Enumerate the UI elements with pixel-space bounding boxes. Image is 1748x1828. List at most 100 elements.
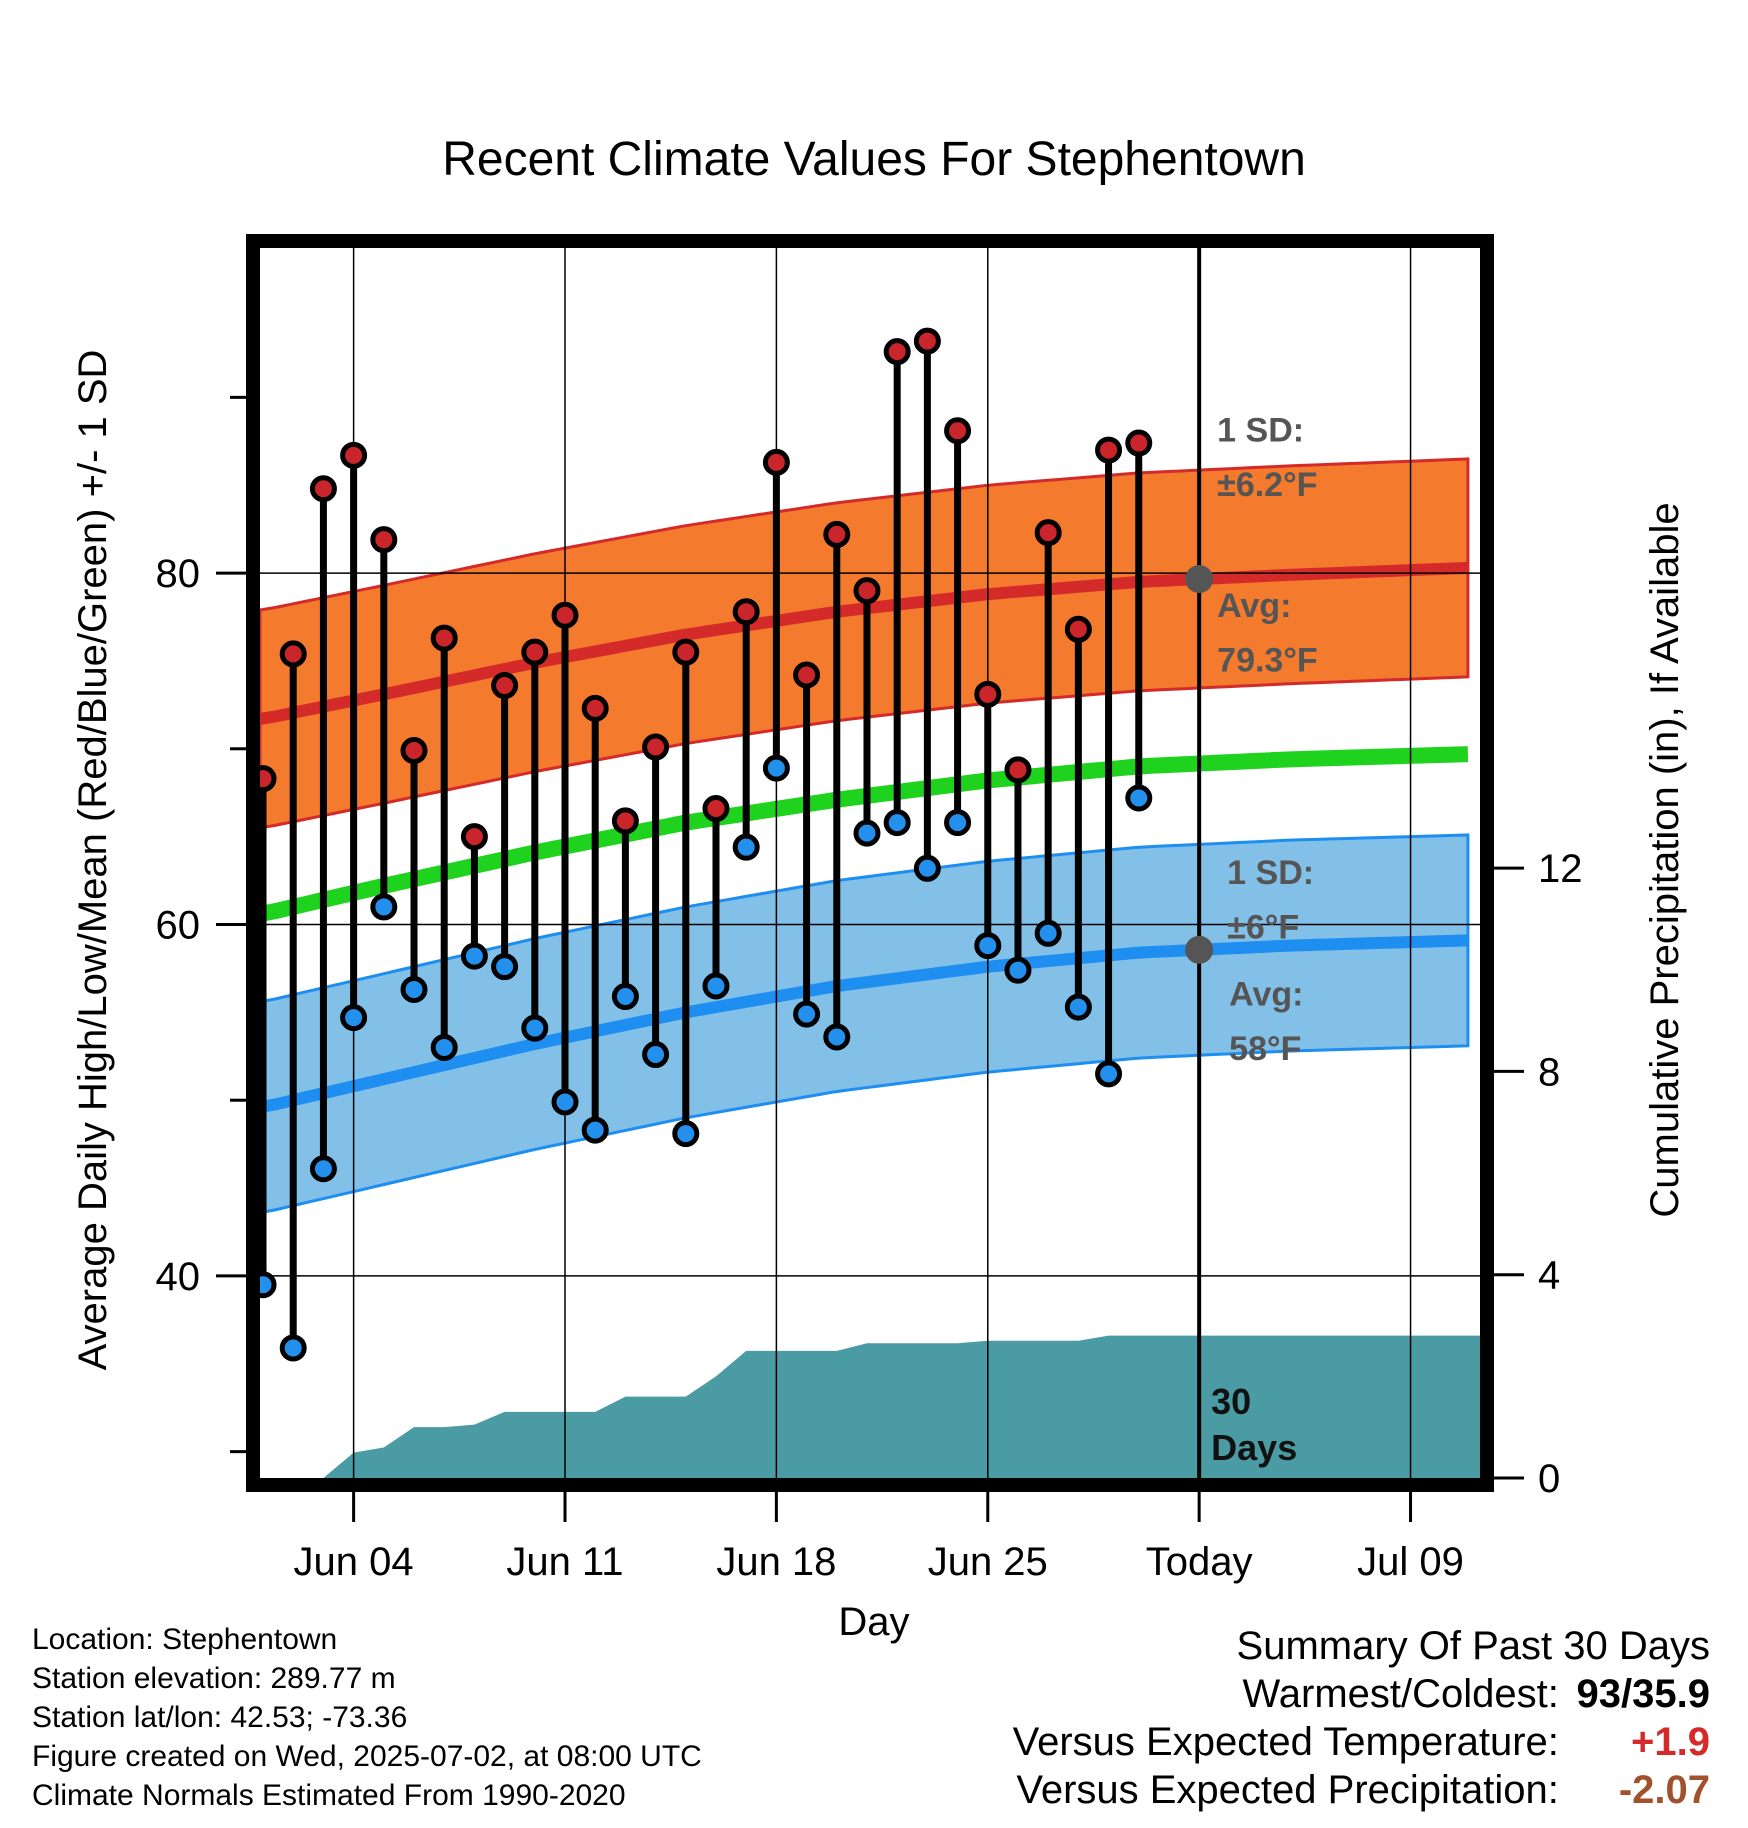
daily-high-point	[1004, 756, 1032, 784]
daily-high-point	[340, 441, 368, 469]
daily-high-point	[260, 765, 277, 793]
daily-high-point	[611, 807, 639, 835]
daily-low-point	[913, 854, 941, 882]
daily-low-point	[491, 953, 519, 981]
daily-low-point	[279, 1334, 307, 1362]
y2-tick-label: 12	[1538, 847, 1583, 891]
daily-high-point	[642, 733, 670, 761]
precip-area	[323, 1335, 1480, 1478]
figure-created: Figure created on Wed, 2025-07-02, at 08…	[32, 1740, 702, 1773]
daily-high-point	[551, 601, 579, 629]
daily-low-point	[551, 1088, 579, 1116]
chart-title: Recent Climate Values For Stephentown	[442, 133, 1306, 186]
daily-low-point	[944, 809, 972, 837]
plot-contents	[260, 248, 1480, 1478]
daily-high-point	[853, 577, 881, 605]
x-tick-label: Jun 11	[506, 1540, 623, 1584]
daily-low-point	[430, 1034, 458, 1061]
daily-low-point	[1125, 784, 1153, 812]
daily-low-point	[1064, 993, 1092, 1021]
today-high-avg-marker	[1185, 565, 1214, 594]
daily-high-point	[1034, 519, 1062, 547]
station-elevation: Station elevation: 289.77 m	[32, 1662, 396, 1695]
daily-high-point	[793, 661, 821, 689]
x-tick-label: Jun 25	[928, 1540, 1048, 1584]
daily-high-point	[521, 638, 549, 666]
summary-temp-value: +1.9	[1631, 1720, 1710, 1764]
summary-precip-row: Versus Expected Precipitation: -2.07	[1013, 1766, 1710, 1814]
low-sd-band	[260, 833, 1470, 1215]
x-tick-label: Jul 09	[1357, 1540, 1464, 1584]
daily-high-point	[581, 694, 609, 722]
daily-high-point	[913, 327, 941, 355]
daily-low-point	[1034, 919, 1062, 947]
daily-high-point	[762, 448, 790, 476]
daily-low-point	[1095, 1060, 1123, 1088]
daily-low-point	[400, 976, 428, 1004]
daily-high-point	[279, 640, 307, 668]
daily-high-point	[1095, 436, 1123, 464]
daily-high-point	[491, 672, 519, 700]
daily-low-point	[672, 1120, 700, 1148]
high-sd-value: ±6.2°F	[1217, 466, 1317, 504]
daily-low-point	[460, 942, 488, 970]
daily-low-point	[732, 833, 760, 861]
daily-high-point	[974, 680, 1002, 708]
daily-high-point	[883, 338, 911, 366]
summary-warmest-value: 93/35.9	[1576, 1672, 1710, 1716]
daily-low-point	[762, 754, 790, 782]
period-label-number: 30	[1211, 1381, 1251, 1422]
low-avg-line	[260, 934, 1469, 1114]
y-tick-label: 60	[156, 904, 201, 948]
daily-high-point	[672, 638, 700, 666]
daily-high-point	[732, 598, 760, 626]
low-sd-value: ±6°F	[1227, 909, 1299, 947]
summary-warmest-label: Warmest/Coldest:	[1242, 1672, 1559, 1716]
y2-tick-label: 0	[1538, 1457, 1560, 1501]
summary-title: Summary Of Past 30 Days	[1236, 1624, 1710, 1668]
daily-low-point	[370, 893, 398, 921]
daily-high-point	[400, 737, 428, 765]
x-tick-label: Jun 04	[294, 1540, 414, 1584]
daily-low-point	[1004, 956, 1032, 984]
low-avg-value: 58°F	[1229, 1030, 1301, 1068]
daily-high-point	[309, 475, 337, 503]
daily-low-point	[611, 983, 639, 1011]
normals-note: Climate Normals Estimated From 1990-2020	[32, 1779, 626, 1812]
daily-high-point	[370, 526, 398, 554]
y2-axis-label: Cumulative Precipitation (in), If Availa…	[1643, 502, 1687, 1217]
daily-low-point	[793, 1000, 821, 1028]
y-tick-label: 80	[156, 552, 201, 596]
plot-frame	[246, 234, 1494, 1492]
plot-area: 1 SD: ±6.2°F Avg: 79.3°F 1 SD: ±6°F Avg: 58°F 30…	[156, 234, 1583, 1584]
daily-low-point	[974, 932, 1002, 960]
daily-high-point	[1125, 429, 1153, 457]
daily-low-point	[340, 1004, 368, 1032]
daily-low-point	[260, 1271, 277, 1299]
low-sd-label: 1 SD:	[1227, 854, 1314, 892]
summary-temp-row: Versus Expected Temperature: +1.9	[1013, 1718, 1710, 1766]
station-location: Location: Stephentown	[32, 1623, 338, 1656]
daily-low-point	[521, 1014, 549, 1042]
daily-high-point	[430, 624, 458, 652]
daily-high-point	[460, 823, 488, 851]
daily-low-point	[883, 809, 911, 837]
summary-precip-value: -2.07	[1618, 1768, 1710, 1812]
daily-high-point	[702, 795, 730, 823]
y-axis-label: Average Daily High/Low/Mean (Red/Blue/Gr…	[71, 350, 115, 1371]
summary-warmest-row: Warmest/Coldest: 93/35.9	[1013, 1670, 1711, 1718]
high-sd-label: 1 SD:	[1217, 411, 1304, 449]
daily-low-point	[642, 1041, 670, 1069]
summary-temp-label: Versus Expected Temperature:	[1012, 1720, 1559, 1764]
low-avg-label: Avg:	[1229, 975, 1303, 1013]
daily-low-point	[853, 819, 881, 847]
daily-high-point	[1064, 615, 1092, 643]
today-low-avg-marker	[1185, 935, 1214, 964]
x-axis-label: Day	[838, 1600, 909, 1644]
y2-tick-label: 8	[1538, 1050, 1560, 1094]
y2-tick-label: 4	[1538, 1254, 1560, 1298]
high-avg-label: Avg:	[1217, 587, 1291, 625]
daily-low-point	[581, 1116, 609, 1144]
station-info: Location: Stephentown Station elevation:…	[32, 1620, 702, 1815]
